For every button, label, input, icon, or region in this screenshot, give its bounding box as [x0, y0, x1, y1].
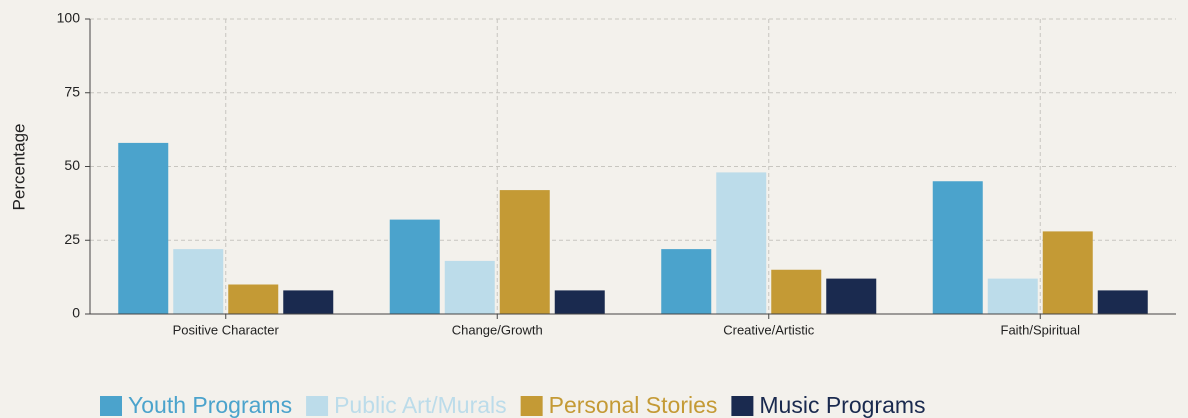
- bar: [1042, 231, 1093, 314]
- legend-swatch: [306, 396, 329, 416]
- bar: [661, 249, 712, 314]
- bar: [932, 181, 983, 314]
- bar: [716, 172, 767, 314]
- bar: [1097, 290, 1148, 314]
- legend-swatch: [731, 396, 754, 416]
- legend-label: Youth Programs: [128, 392, 292, 418]
- y-tick-label: 25: [64, 231, 80, 247]
- y-tick-label: 50: [64, 157, 80, 173]
- legend-swatch: [520, 396, 543, 416]
- legend-label: Public Art/Murals: [334, 392, 507, 418]
- bar: [173, 249, 224, 314]
- bar: [228, 284, 279, 314]
- bar: [283, 290, 334, 314]
- x-tick-label: Positive Character: [173, 322, 280, 337]
- legend-label: Music Programs: [759, 392, 925, 418]
- bar: [444, 260, 495, 314]
- bar: [771, 269, 822, 314]
- x-tick-label: Creative/Artistic: [723, 322, 815, 337]
- bar: [389, 219, 440, 314]
- x-tick-label: Faith/Spiritual: [1001, 322, 1081, 337]
- bar: [987, 278, 1038, 314]
- legend-label: Personal Stories: [549, 392, 718, 418]
- bar: [826, 278, 877, 314]
- legend-swatch: [100, 396, 122, 416]
- y-axis-label: Percentage: [9, 124, 28, 211]
- bar: [554, 290, 605, 314]
- bar: [499, 190, 550, 314]
- bar: [118, 142, 169, 314]
- y-tick-label: 75: [64, 83, 80, 99]
- y-tick-label: 0: [72, 305, 80, 321]
- x-tick-label: Change/Growth: [452, 322, 543, 337]
- y-tick-label: 100: [57, 10, 81, 26]
